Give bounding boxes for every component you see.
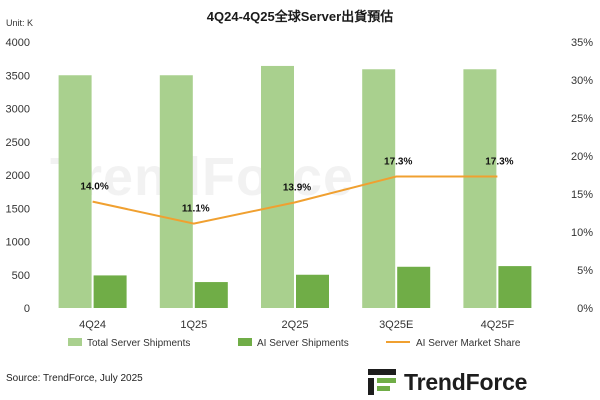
share-line xyxy=(92,175,498,225)
x-axis: 4Q24 1Q25 2Q25 3Q25E 4Q25F xyxy=(79,319,514,331)
y-tick-label: 2500 xyxy=(6,137,30,149)
share-data-label: 17.3% xyxy=(384,157,412,168)
share-data-label: 11.1% xyxy=(182,204,210,215)
trendforce-logo-icon xyxy=(368,369,396,395)
legend-label: AI Server Shipments xyxy=(257,338,349,349)
y-tick-label: 3500 xyxy=(6,70,30,82)
y2-tick-label: 10% xyxy=(571,227,593,239)
source-note: Source: TrendForce, July 2025 xyxy=(6,373,143,384)
bar-total xyxy=(463,69,497,308)
y-axis-right: 0% 5% 10% 15% 20% 25% 30% 35% xyxy=(571,37,593,315)
y-tick-label: 3000 xyxy=(6,104,30,116)
bar-ai xyxy=(397,266,431,308)
series-total xyxy=(58,65,497,308)
bar-ai xyxy=(194,282,228,308)
bar-total xyxy=(261,65,294,308)
bar-total xyxy=(58,75,92,308)
x-tick-label: 2Q25 xyxy=(282,319,309,331)
x-tick-label: 4Q24 xyxy=(79,319,106,331)
bar-ai xyxy=(93,275,127,308)
y2-tick-label: 35% xyxy=(571,37,593,49)
share-data-label: 13.9% xyxy=(283,182,311,193)
brand-name: TrendForce xyxy=(404,368,528,395)
bar-total xyxy=(159,75,193,308)
legend-label: Total Server Shipments xyxy=(87,338,190,349)
legend-label: AI Server Market Share xyxy=(416,338,521,349)
bar-ai xyxy=(498,266,532,308)
bar-total xyxy=(362,69,396,308)
unit-label: Unit: K xyxy=(6,18,34,28)
legend-swatch xyxy=(68,338,82,346)
y2-tick-label: 15% xyxy=(571,189,593,201)
y-tick-label: 0 xyxy=(24,303,30,315)
x-tick-label: 3Q25E xyxy=(379,319,413,331)
y-tick-label: 2000 xyxy=(6,170,30,182)
series-ai xyxy=(93,266,532,308)
y-tick-label: 4000 xyxy=(6,37,30,49)
y2-tick-label: 5% xyxy=(577,265,593,277)
y2-tick-label: 30% xyxy=(571,75,593,87)
y2-tick-label: 0% xyxy=(577,303,593,315)
y-tick-label: 1000 xyxy=(6,237,30,249)
y2-tick-label: 25% xyxy=(571,113,593,125)
x-tick-label: 4Q25F xyxy=(481,319,515,331)
legend: Total Server Shipments AI Server Shipment… xyxy=(68,338,521,349)
y-axis-left: 0 500 1000 1500 2000 2500 3000 3500 4000 xyxy=(6,37,30,315)
series-share: 14.0% 11.1% 13.9% 17.3% 17.3% xyxy=(80,157,514,225)
bar-ai xyxy=(296,274,329,308)
y-tick-label: 500 xyxy=(12,270,30,282)
y-tick-label: 1500 xyxy=(6,203,30,215)
brand-logo: TrendForce xyxy=(366,366,527,398)
share-data-label: 17.3% xyxy=(485,157,513,168)
y2-tick-label: 20% xyxy=(571,151,593,163)
chart-title: 4Q24-4Q25全球Server出貨預估 xyxy=(206,9,394,24)
share-data-label: 14.0% xyxy=(80,182,108,193)
legend-swatch xyxy=(238,338,252,346)
x-tick-label: 1Q25 xyxy=(180,319,207,331)
